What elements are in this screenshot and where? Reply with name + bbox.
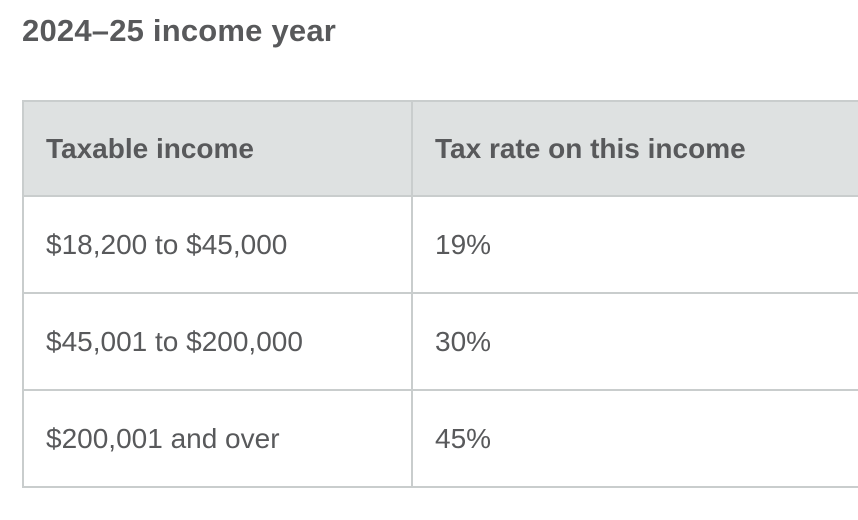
page-title: 2024–25 income year [22, 13, 337, 48]
cell-taxable-income: $200,001 and over [22, 389, 413, 488]
table-header: Taxable income Tax rate on this income [22, 100, 858, 197]
column-header-tax-rate: Tax rate on this income [411, 100, 858, 197]
header-row: Taxable income Tax rate on this income [22, 100, 858, 197]
table-row: $45,001 to $200,000 30% [22, 292, 858, 391]
table-body: $18,200 to $45,000 19% $45,001 to $200,0… [22, 195, 858, 488]
cell-tax-rate: 30% [411, 292, 858, 391]
cell-taxable-income: $18,200 to $45,000 [22, 195, 413, 294]
cell-tax-rate: 45% [411, 389, 858, 488]
table-row: $18,200 to $45,000 19% [22, 195, 858, 294]
cell-taxable-income: $45,001 to $200,000 [22, 292, 413, 391]
tax-rates-table: Taxable income Tax rate on this income $… [22, 100, 858, 488]
column-header-taxable-income: Taxable income [22, 100, 413, 197]
cell-tax-rate: 19% [411, 195, 858, 294]
table-row: $200,001 and over 45% [22, 389, 858, 488]
